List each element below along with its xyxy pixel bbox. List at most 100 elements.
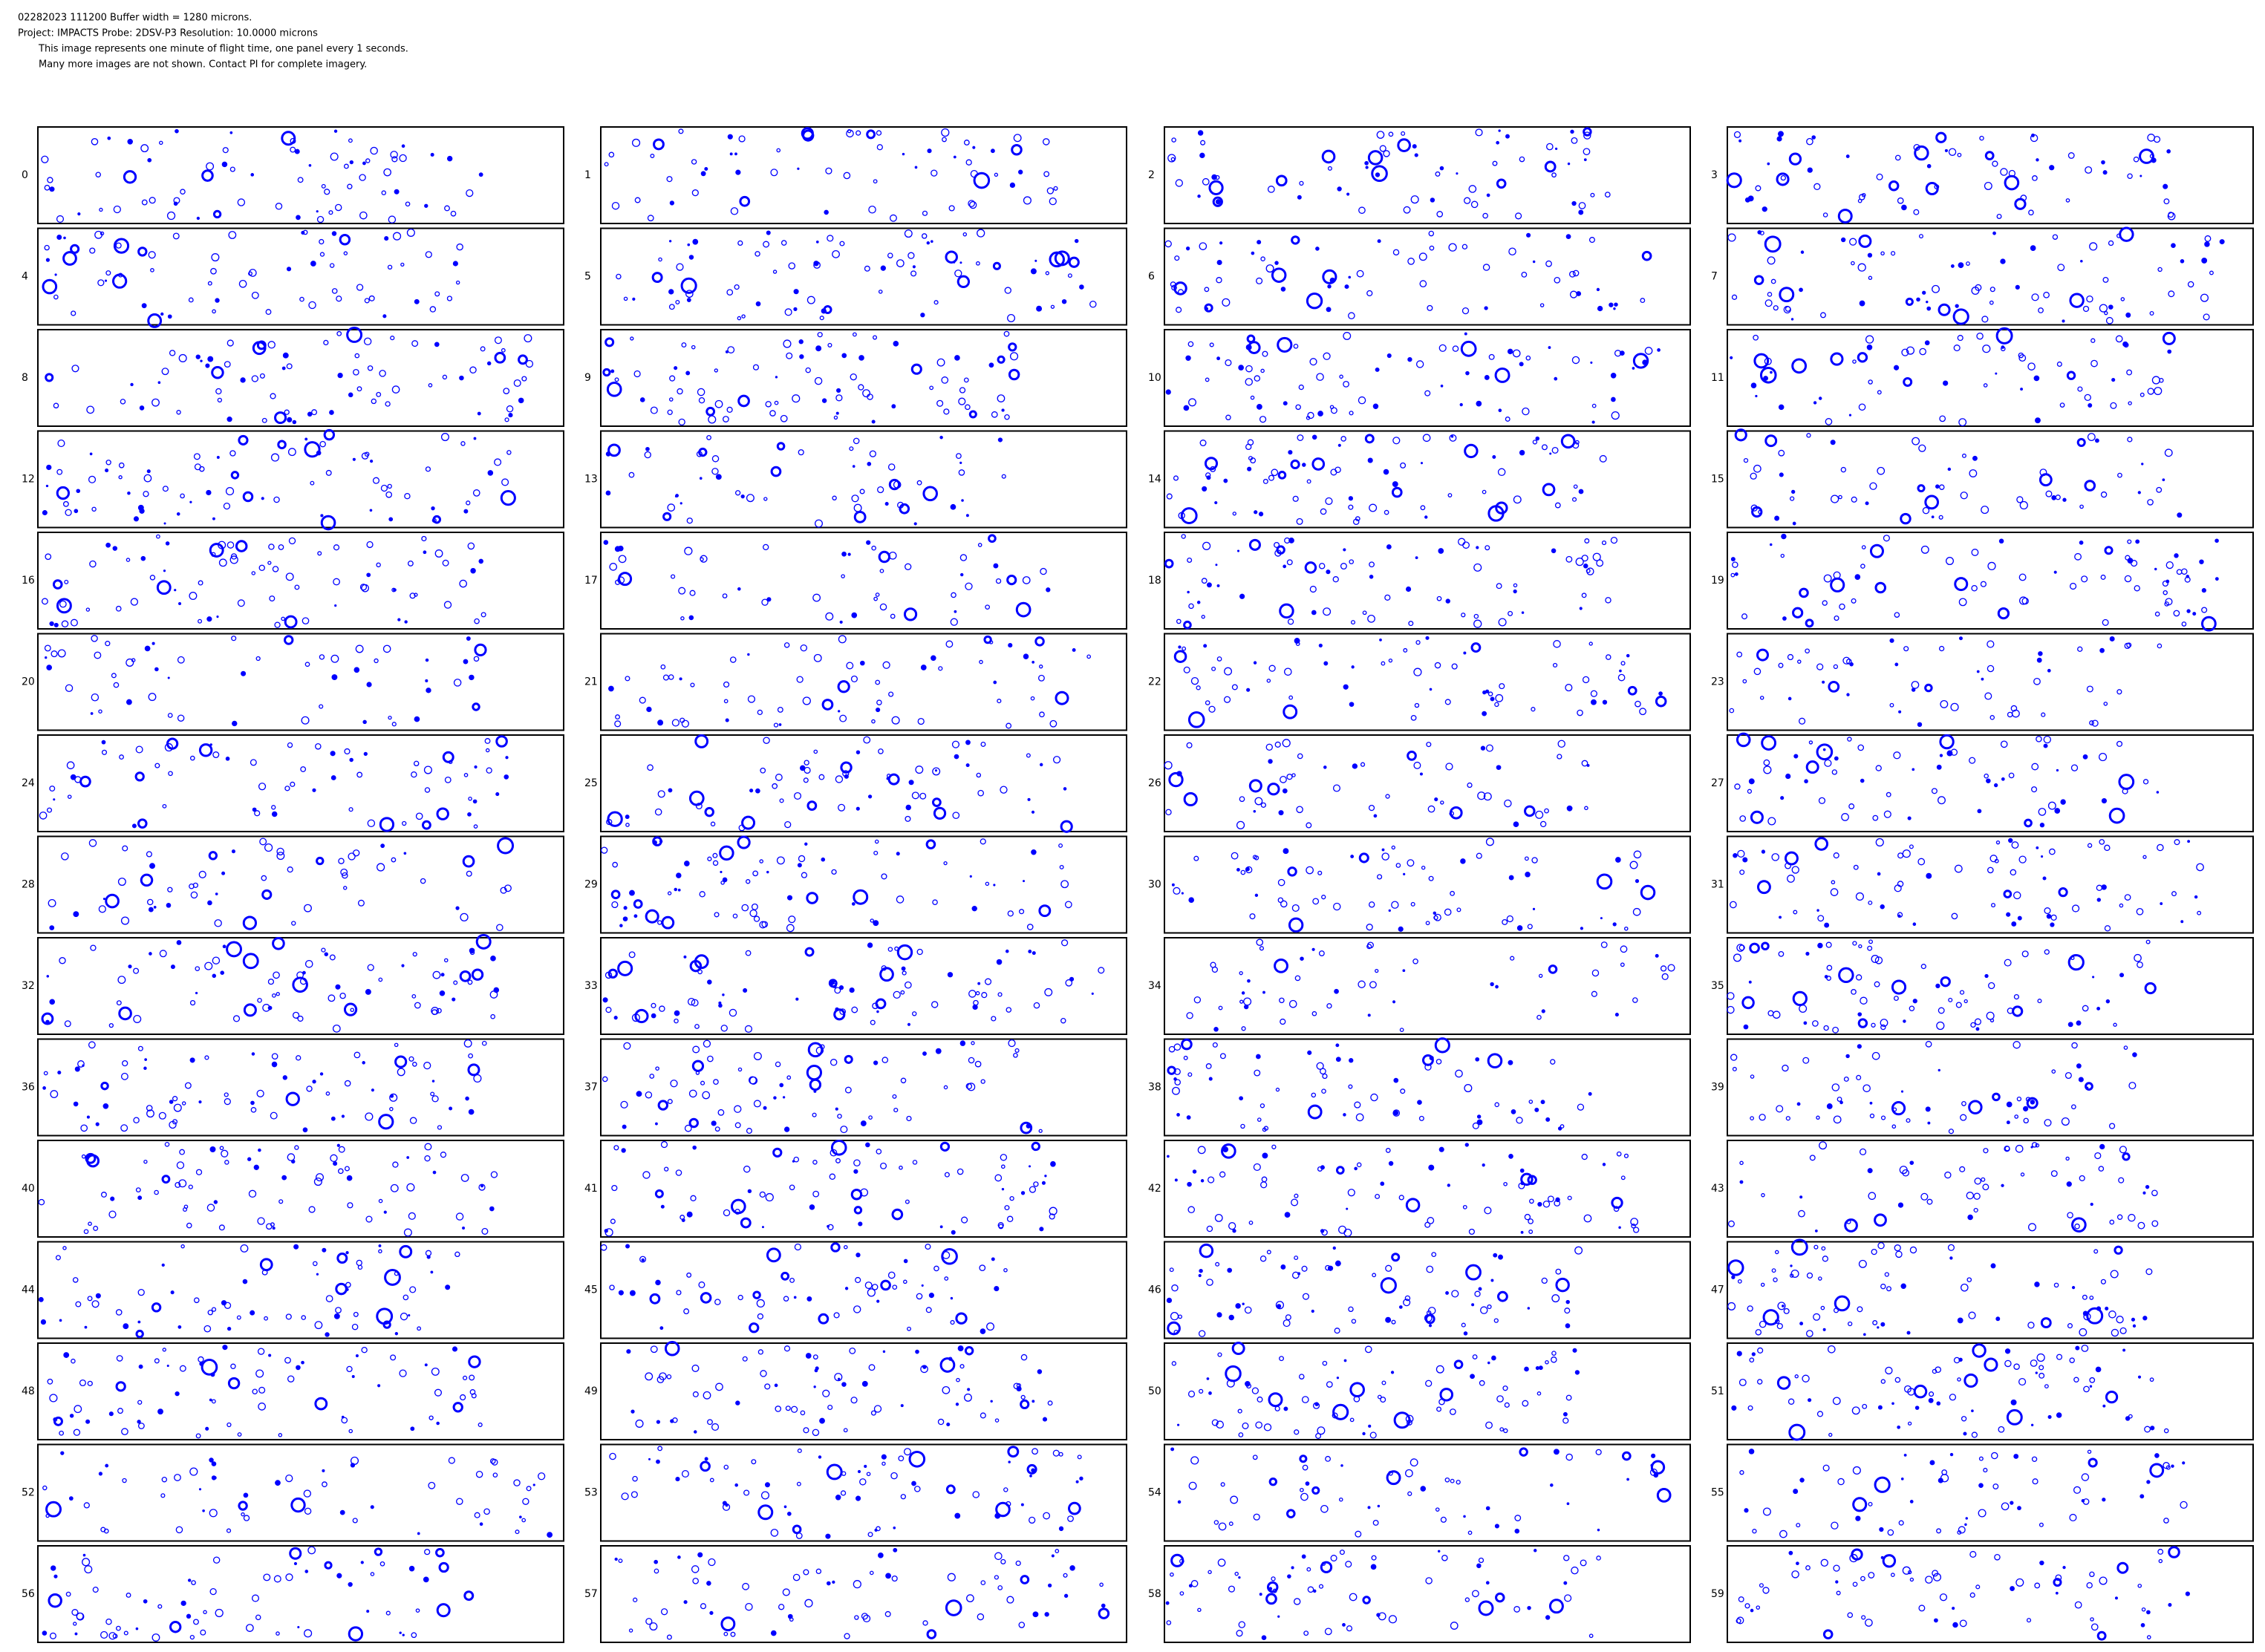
panel-frame xyxy=(1727,1545,2254,1643)
particle-images xyxy=(602,330,1020,426)
particle-large xyxy=(653,127,1023,207)
particle-large xyxy=(1168,751,1536,820)
panel-label: 54 xyxy=(1148,1487,1161,1499)
particle-rings xyxy=(49,1546,431,1642)
panel-frame xyxy=(600,1443,1127,1542)
particle-images xyxy=(1727,1238,2153,1338)
particle-large xyxy=(79,735,508,832)
particle-images xyxy=(1734,732,2160,828)
panel-frame xyxy=(1727,1443,2254,1542)
panel-label: 47 xyxy=(1711,1284,1724,1296)
particle-images xyxy=(42,1451,553,1538)
panel-frame xyxy=(1727,227,2254,326)
panel-label: 57 xyxy=(584,1588,598,1600)
particle-images xyxy=(600,1242,1008,1334)
particle-images xyxy=(626,1340,1053,1437)
panel-frame xyxy=(1164,1545,1691,1643)
particle-rings xyxy=(41,534,486,628)
particle-images xyxy=(48,837,515,932)
panel-frame xyxy=(1164,734,1691,832)
panel-frame xyxy=(1164,532,1691,630)
particle-dots xyxy=(63,1345,458,1431)
particle-large xyxy=(45,326,528,425)
particle-rings xyxy=(1187,1144,1640,1237)
particle-images xyxy=(1164,534,1618,630)
particle-images xyxy=(1167,1037,1592,1132)
panel-label: 17 xyxy=(584,575,598,587)
particle-rings xyxy=(1166,434,1607,525)
panel-frame xyxy=(1727,1038,2254,1137)
particle-large xyxy=(1891,1082,2093,1116)
particle-large xyxy=(1753,226,2134,325)
panel-frame xyxy=(1164,126,1691,224)
panel-label: 19 xyxy=(1711,575,1724,587)
particle-large xyxy=(1792,543,2217,632)
panel-frame xyxy=(37,532,564,630)
panel-frame xyxy=(1164,227,1691,326)
particle-large xyxy=(1173,642,1667,728)
particle-rings xyxy=(38,1142,498,1237)
particle-images xyxy=(1186,938,1675,1032)
particle-images xyxy=(1164,739,1590,829)
panel-frame xyxy=(1727,835,2254,934)
particle-large xyxy=(607,734,1073,833)
panel-label: 35 xyxy=(1711,980,1724,992)
particle-images xyxy=(38,1142,498,1237)
particle-large xyxy=(618,534,1032,621)
panel-label: 25 xyxy=(584,777,598,789)
particle-images xyxy=(1726,131,2176,224)
particle-images xyxy=(45,326,534,425)
particle-rings xyxy=(602,1039,1043,1134)
panel-label: 33 xyxy=(584,980,598,992)
particle-images xyxy=(39,735,509,832)
particle-large xyxy=(610,835,1052,930)
particle-images xyxy=(614,1547,1110,1640)
particle-rings xyxy=(604,128,1058,222)
particle-large xyxy=(1753,327,2176,388)
particle-rings xyxy=(1186,938,1675,1032)
particle-large xyxy=(1736,732,2135,828)
particle-images xyxy=(42,1039,487,1133)
panel-label: 37 xyxy=(584,1082,598,1094)
particle-large xyxy=(700,1446,1081,1535)
particle-rings xyxy=(1736,1549,2164,1639)
particle-large xyxy=(85,1152,171,1184)
particle-large xyxy=(1741,941,2157,1028)
particle-rings xyxy=(1734,735,2149,826)
panel-frame xyxy=(37,835,564,934)
particle-large xyxy=(1822,1546,2180,1641)
particle-images xyxy=(1165,331,1661,424)
header-line: This image represents one minute of flig… xyxy=(38,44,408,55)
particle-large xyxy=(41,933,492,1025)
particle-rings xyxy=(55,1244,460,1333)
panel-label: 34 xyxy=(1148,980,1161,992)
panel-label: 40 xyxy=(22,1183,35,1195)
panel-frame xyxy=(1727,937,2254,1035)
panel-label: 18 xyxy=(1148,575,1161,587)
particle-images xyxy=(1730,533,2219,632)
particle-images xyxy=(1729,636,2163,728)
panel-label: 51 xyxy=(1711,1385,1724,1397)
panel-frame xyxy=(1164,1038,1691,1137)
header-line: Many more images are not shown. Contact … xyxy=(39,59,367,71)
panel-label: 28 xyxy=(22,879,35,891)
particle-large xyxy=(105,837,515,930)
panel-label: 5 xyxy=(584,271,591,283)
particle-images xyxy=(42,228,463,328)
particle-rings xyxy=(1166,1550,1601,1639)
particle-large xyxy=(1726,131,2154,224)
panel-label: 20 xyxy=(22,676,35,688)
panel-label: 3 xyxy=(1711,169,1718,181)
particle-rings xyxy=(1164,230,1646,320)
particle-large xyxy=(56,428,516,531)
particle-large xyxy=(821,635,1069,711)
particle-images xyxy=(47,1345,483,1439)
particle-images xyxy=(606,734,1073,833)
particle-rings xyxy=(1730,838,2204,932)
panel-frame xyxy=(600,835,1127,934)
panel-label: 23 xyxy=(1711,676,1724,688)
particle-rings xyxy=(1182,640,1647,721)
panel-frame xyxy=(1164,633,1691,731)
particle-rings xyxy=(604,939,1105,1033)
